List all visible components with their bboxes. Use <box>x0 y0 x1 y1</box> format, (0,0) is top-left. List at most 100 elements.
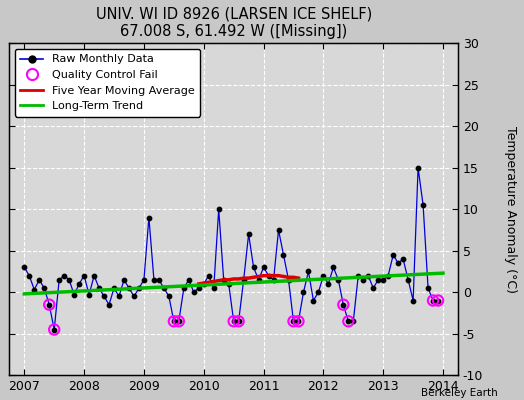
Point <box>275 227 283 233</box>
Point <box>359 276 367 283</box>
Point <box>269 276 278 283</box>
Point <box>85 292 93 298</box>
Point <box>35 276 43 283</box>
Point <box>244 231 253 237</box>
Title: UNIV. WI ID 8926 (LARSEN ICE SHELF)
67.008 S, 61.492 W ([Missing]): UNIV. WI ID 8926 (LARSEN ICE SHELF) 67.0… <box>95 7 372 39</box>
Point <box>45 302 53 308</box>
Point <box>299 289 308 296</box>
Point <box>160 285 168 291</box>
Point <box>184 276 193 283</box>
Point <box>389 252 397 258</box>
Point <box>309 297 318 304</box>
Point <box>170 318 178 324</box>
Point <box>110 285 118 291</box>
Point <box>249 264 258 270</box>
Point <box>339 302 347 308</box>
Point <box>399 256 407 262</box>
Point <box>135 285 143 291</box>
Point <box>344 318 353 324</box>
Point <box>294 318 303 324</box>
Point <box>404 276 412 283</box>
Point <box>324 281 333 287</box>
Y-axis label: Temperature Anomaly (°C): Temperature Anomaly (°C) <box>504 126 517 293</box>
Point <box>60 272 69 279</box>
Point <box>285 276 293 283</box>
Point <box>264 272 272 279</box>
Point <box>319 272 328 279</box>
Point <box>344 318 353 324</box>
Point <box>95 285 103 291</box>
Point <box>239 276 248 283</box>
Point <box>150 276 158 283</box>
Point <box>174 318 183 324</box>
Point <box>50 326 58 333</box>
Point <box>374 276 383 283</box>
Point <box>204 272 213 279</box>
Point <box>234 318 243 324</box>
Point <box>294 318 303 324</box>
Point <box>165 293 173 300</box>
Point <box>230 318 238 324</box>
Point <box>369 285 377 291</box>
Point <box>214 206 223 212</box>
Point <box>105 302 113 308</box>
Point <box>90 272 99 279</box>
Point <box>170 318 178 324</box>
Legend: Raw Monthly Data, Quality Control Fail, Five Year Moving Average, Long-Term Tren: Raw Monthly Data, Quality Control Fail, … <box>15 49 200 117</box>
Point <box>419 202 427 208</box>
Point <box>50 326 58 333</box>
Point <box>255 276 263 283</box>
Point <box>40 285 48 291</box>
Point <box>140 276 148 283</box>
Point <box>20 264 28 270</box>
Point <box>174 318 183 324</box>
Point <box>180 285 188 291</box>
Point <box>130 293 138 300</box>
Point <box>190 289 198 296</box>
Point <box>354 272 363 279</box>
Point <box>120 276 128 283</box>
Point <box>414 164 422 171</box>
Point <box>145 214 153 221</box>
Point <box>125 285 133 291</box>
Point <box>230 318 238 324</box>
Point <box>434 297 442 304</box>
Point <box>100 293 108 300</box>
Point <box>200 281 208 287</box>
Point <box>304 268 313 275</box>
Point <box>339 302 347 308</box>
Point <box>45 302 53 308</box>
Point <box>30 286 38 293</box>
Point <box>289 318 298 324</box>
Point <box>379 276 387 283</box>
Point <box>384 272 392 279</box>
Point <box>80 272 89 279</box>
Point <box>429 297 437 304</box>
Point <box>220 276 228 283</box>
Point <box>75 281 83 287</box>
Text: Berkeley Earth: Berkeley Earth <box>421 388 498 398</box>
Point <box>314 289 323 296</box>
Point <box>65 276 73 283</box>
Point <box>434 297 442 304</box>
Point <box>194 285 203 291</box>
Point <box>364 272 373 279</box>
Point <box>279 252 288 258</box>
Point <box>55 276 63 283</box>
Point <box>349 318 357 324</box>
Point <box>259 264 268 270</box>
Point <box>155 276 163 283</box>
Point <box>429 297 437 304</box>
Point <box>224 281 233 287</box>
Point <box>289 318 298 324</box>
Point <box>115 293 123 300</box>
Point <box>394 260 402 266</box>
Point <box>25 272 34 279</box>
Point <box>70 292 78 298</box>
Point <box>329 264 337 270</box>
Point <box>234 318 243 324</box>
Point <box>409 297 417 304</box>
Point <box>334 276 343 283</box>
Point <box>424 285 432 291</box>
Point <box>210 285 218 291</box>
